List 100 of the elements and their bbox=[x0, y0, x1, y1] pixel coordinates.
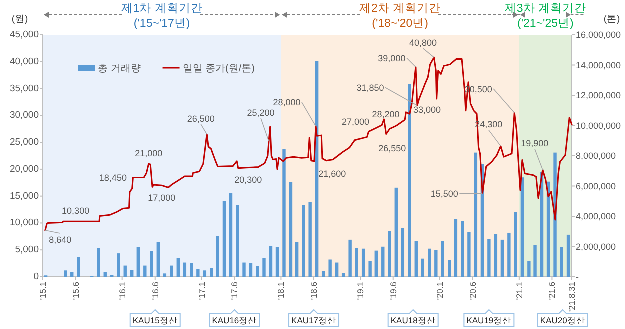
bar bbox=[236, 205, 240, 277]
bar bbox=[130, 270, 134, 277]
bar bbox=[566, 234, 570, 277]
y2-tick-label: 8,000,000 bbox=[576, 151, 616, 161]
bar bbox=[256, 266, 260, 277]
annotation: 17,000 bbox=[148, 192, 176, 203]
bar bbox=[176, 258, 180, 277]
bar bbox=[355, 248, 358, 277]
annotation: 25,200 bbox=[247, 108, 275, 118]
bar bbox=[348, 240, 352, 277]
bar bbox=[488, 239, 491, 277]
annotation: 27,000 bbox=[342, 117, 370, 128]
y-tick-label: 15,000 bbox=[10, 190, 39, 202]
bar bbox=[335, 262, 339, 277]
bar bbox=[322, 271, 326, 277]
y-tick-label: 10,000 bbox=[10, 218, 39, 229]
bar bbox=[216, 236, 220, 277]
bar bbox=[342, 273, 346, 277]
text: KAU18정산 bbox=[390, 316, 436, 326]
legend-label: 일일 종가(원/톤) bbox=[182, 64, 255, 74]
bar bbox=[183, 262, 187, 277]
bar bbox=[494, 234, 498, 277]
bar bbox=[401, 228, 405, 277]
bar bbox=[461, 221, 464, 277]
bar bbox=[315, 61, 319, 277]
x-tick-label: '17.6 bbox=[230, 282, 240, 300]
y2-tick-label: 10,000,000 bbox=[576, 120, 622, 131]
y2-tick-label: 2,000,000 bbox=[576, 242, 616, 252]
y-tick-label: 0 bbox=[34, 272, 39, 282]
annotation: 33,000 bbox=[413, 104, 441, 115]
annotation: 28,200 bbox=[372, 110, 400, 120]
annotation: 19,900 bbox=[521, 138, 549, 148]
y2-tick-label: - bbox=[576, 272, 579, 282]
bar bbox=[163, 274, 167, 277]
bar bbox=[500, 240, 504, 277]
annotation: 20,300 bbox=[234, 175, 262, 186]
bar bbox=[448, 260, 452, 277]
bar bbox=[210, 268, 214, 277]
x-tick-label: '21.8.31 bbox=[567, 282, 577, 312]
y2-tick-label: 12,000,000 bbox=[576, 90, 622, 100]
bar bbox=[144, 266, 147, 277]
annotation: 28,000 bbox=[273, 98, 301, 108]
band-label: 제1차 계획기간 ('15~'17년) bbox=[121, 3, 203, 30]
bar bbox=[124, 266, 127, 277]
bar bbox=[468, 232, 471, 277]
text: KAU17정산 bbox=[292, 316, 336, 326]
bar bbox=[308, 202, 312, 277]
bar bbox=[276, 247, 280, 277]
y-tick-label: 30,000 bbox=[10, 110, 39, 122]
bar bbox=[382, 246, 385, 277]
bar bbox=[222, 201, 226, 277]
bar bbox=[97, 248, 100, 277]
bar bbox=[474, 152, 478, 277]
x-tick-label: '16.6 bbox=[150, 282, 160, 300]
bar bbox=[454, 219, 458, 277]
bar bbox=[64, 270, 68, 277]
x-tick-label: '20.1 bbox=[434, 282, 445, 300]
bar bbox=[414, 241, 418, 277]
annotation: 21,000 bbox=[135, 148, 163, 158]
bar bbox=[190, 263, 194, 277]
bar bbox=[269, 246, 273, 277]
text: KAU15정산 bbox=[132, 316, 178, 326]
x-tick-label: '19.1 bbox=[356, 282, 366, 300]
text: KAU20정산 bbox=[540, 316, 586, 326]
y-tick-label: 5,000 bbox=[15, 244, 39, 256]
bar bbox=[441, 241, 444, 277]
annotation: 21,600 bbox=[318, 169, 346, 180]
annotation: 26,500 bbox=[187, 114, 215, 124]
bar bbox=[242, 262, 246, 277]
bar bbox=[289, 182, 293, 277]
annotation: 10,300 bbox=[62, 206, 90, 216]
bar bbox=[229, 194, 233, 277]
y-axis-title: (원) bbox=[12, 14, 28, 25]
bar bbox=[508, 232, 511, 277]
x-tick-label: '21.6 bbox=[547, 282, 558, 300]
x-tick-label: '20.6 bbox=[468, 282, 478, 300]
x-tick-label: '21.1 bbox=[514, 282, 524, 300]
x-tick-label: '15.1 bbox=[38, 282, 48, 300]
bar bbox=[374, 250, 378, 277]
bar bbox=[249, 263, 253, 277]
bar bbox=[434, 250, 438, 277]
annotation: 39,000 bbox=[378, 54, 406, 64]
annotation: 26,550 bbox=[378, 144, 406, 154]
y2-tick-label: 16,000,000 bbox=[576, 30, 622, 40]
bar bbox=[362, 248, 366, 277]
x-tick-label: '18.6 bbox=[309, 282, 320, 300]
bar bbox=[170, 266, 174, 277]
bar bbox=[262, 258, 266, 277]
annotation: 31,850 bbox=[356, 83, 384, 94]
band-label: 제2차 계획기간 ('18~'20년) bbox=[360, 3, 442, 30]
x-tick-label: '15.6 bbox=[70, 282, 81, 300]
text: KAU16정산 bbox=[212, 316, 258, 326]
annotation: 18,450 bbox=[99, 173, 127, 184]
bar bbox=[368, 261, 372, 277]
bar bbox=[156, 242, 160, 277]
x-tick-label: '17.1 bbox=[196, 282, 207, 300]
bar bbox=[295, 242, 299, 277]
bar bbox=[421, 258, 425, 277]
bar bbox=[136, 247, 140, 277]
bar bbox=[520, 178, 524, 277]
